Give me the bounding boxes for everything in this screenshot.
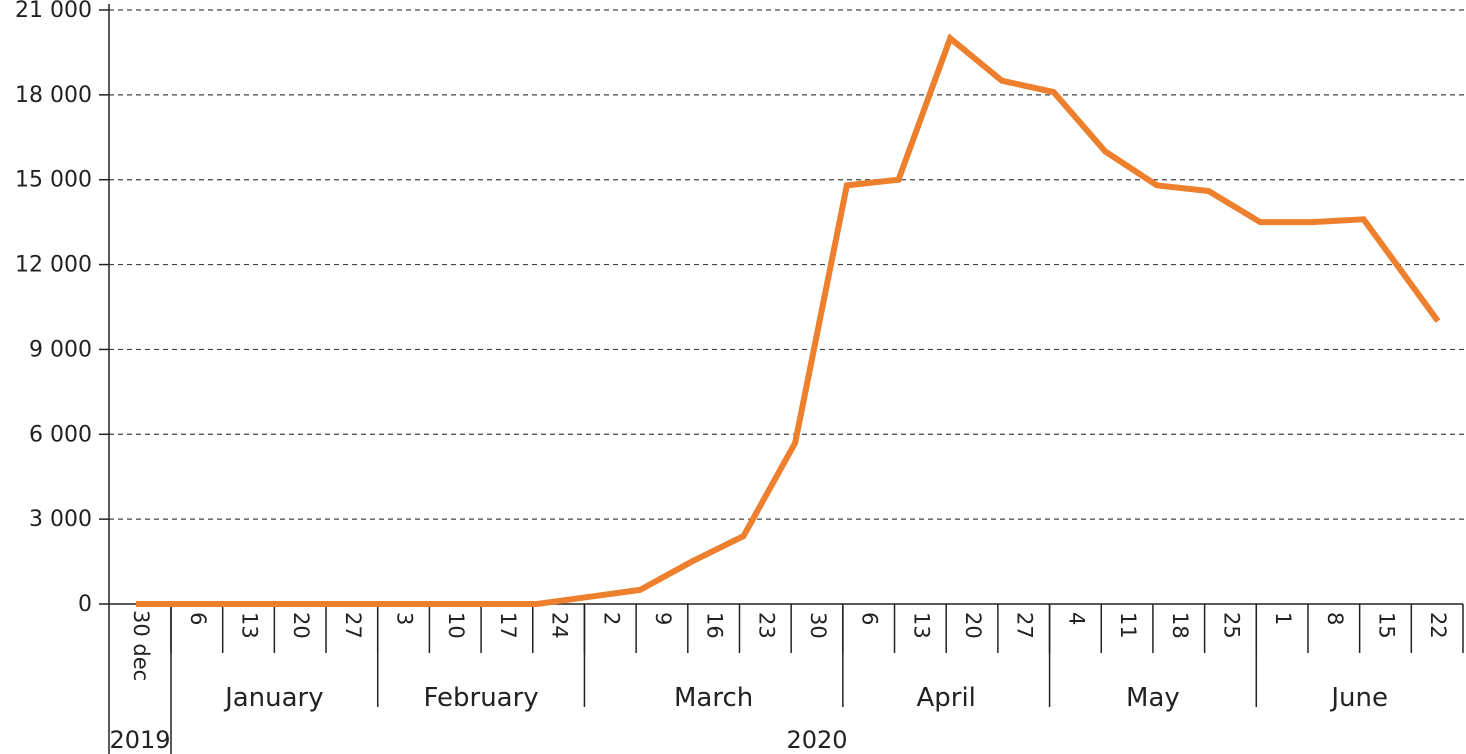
y-tick-label: 3 000 [29, 507, 92, 532]
x-tick-label: 20 [289, 612, 313, 639]
x-tick-label: 8 [1323, 612, 1347, 625]
month-label: January [223, 683, 324, 713]
x-tick-label: 17 [496, 612, 520, 639]
x-tick-label: 13 [238, 612, 262, 639]
x-tick-label: 25 [1219, 612, 1243, 639]
x-tick-label: 13 [909, 612, 933, 639]
x-tick-label: 22 [1426, 612, 1450, 639]
x-tick-label: 4 [1064, 612, 1088, 625]
series-line [136, 33, 1441, 607]
x-tick-label: 3 [393, 612, 417, 625]
y-tick-label: 9 000 [29, 337, 92, 362]
x-tick-label: 2 [599, 612, 623, 625]
x-tick-label: 6 [858, 612, 882, 625]
x-tick-label: 11 [1116, 612, 1140, 639]
x-tick-label: 27 [341, 612, 365, 639]
x-tick-label: 10 [444, 612, 468, 639]
x-tick-label: 9 [651, 612, 675, 625]
x-tick-label: 27 [1013, 612, 1037, 639]
x-tick-label: 16 [703, 612, 727, 639]
y-tick-label: 6 000 [29, 422, 92, 447]
x-tick-label: 18 [1168, 612, 1192, 639]
year-label: 2020 [786, 726, 847, 754]
month-label: June [1329, 683, 1388, 713]
x-tick-label: 23 [754, 612, 778, 639]
y-tick-label: 18 000 [15, 83, 92, 108]
month-label: April [916, 683, 975, 713]
x-tick-label: 1 [1271, 612, 1295, 625]
x-tick-label: 15 [1374, 612, 1398, 639]
x-tick-label: 6 [186, 612, 210, 625]
month-label: February [423, 683, 538, 713]
x-tick-label: 24 [548, 612, 572, 639]
y-tick-label: 12 000 [15, 253, 92, 278]
month-label: May [1126, 683, 1180, 713]
y-tick-label: 21 000 [15, 0, 92, 23]
y-tick-label: 0 [78, 592, 92, 617]
month-label: March [674, 683, 753, 713]
year-label: 2019 [109, 726, 170, 754]
x-tick-label: 20 [961, 612, 985, 639]
x-tick-label: 30 dec [129, 610, 153, 681]
y-tick-label: 15 000 [15, 168, 92, 193]
x-tick-label: 30 [806, 612, 830, 639]
